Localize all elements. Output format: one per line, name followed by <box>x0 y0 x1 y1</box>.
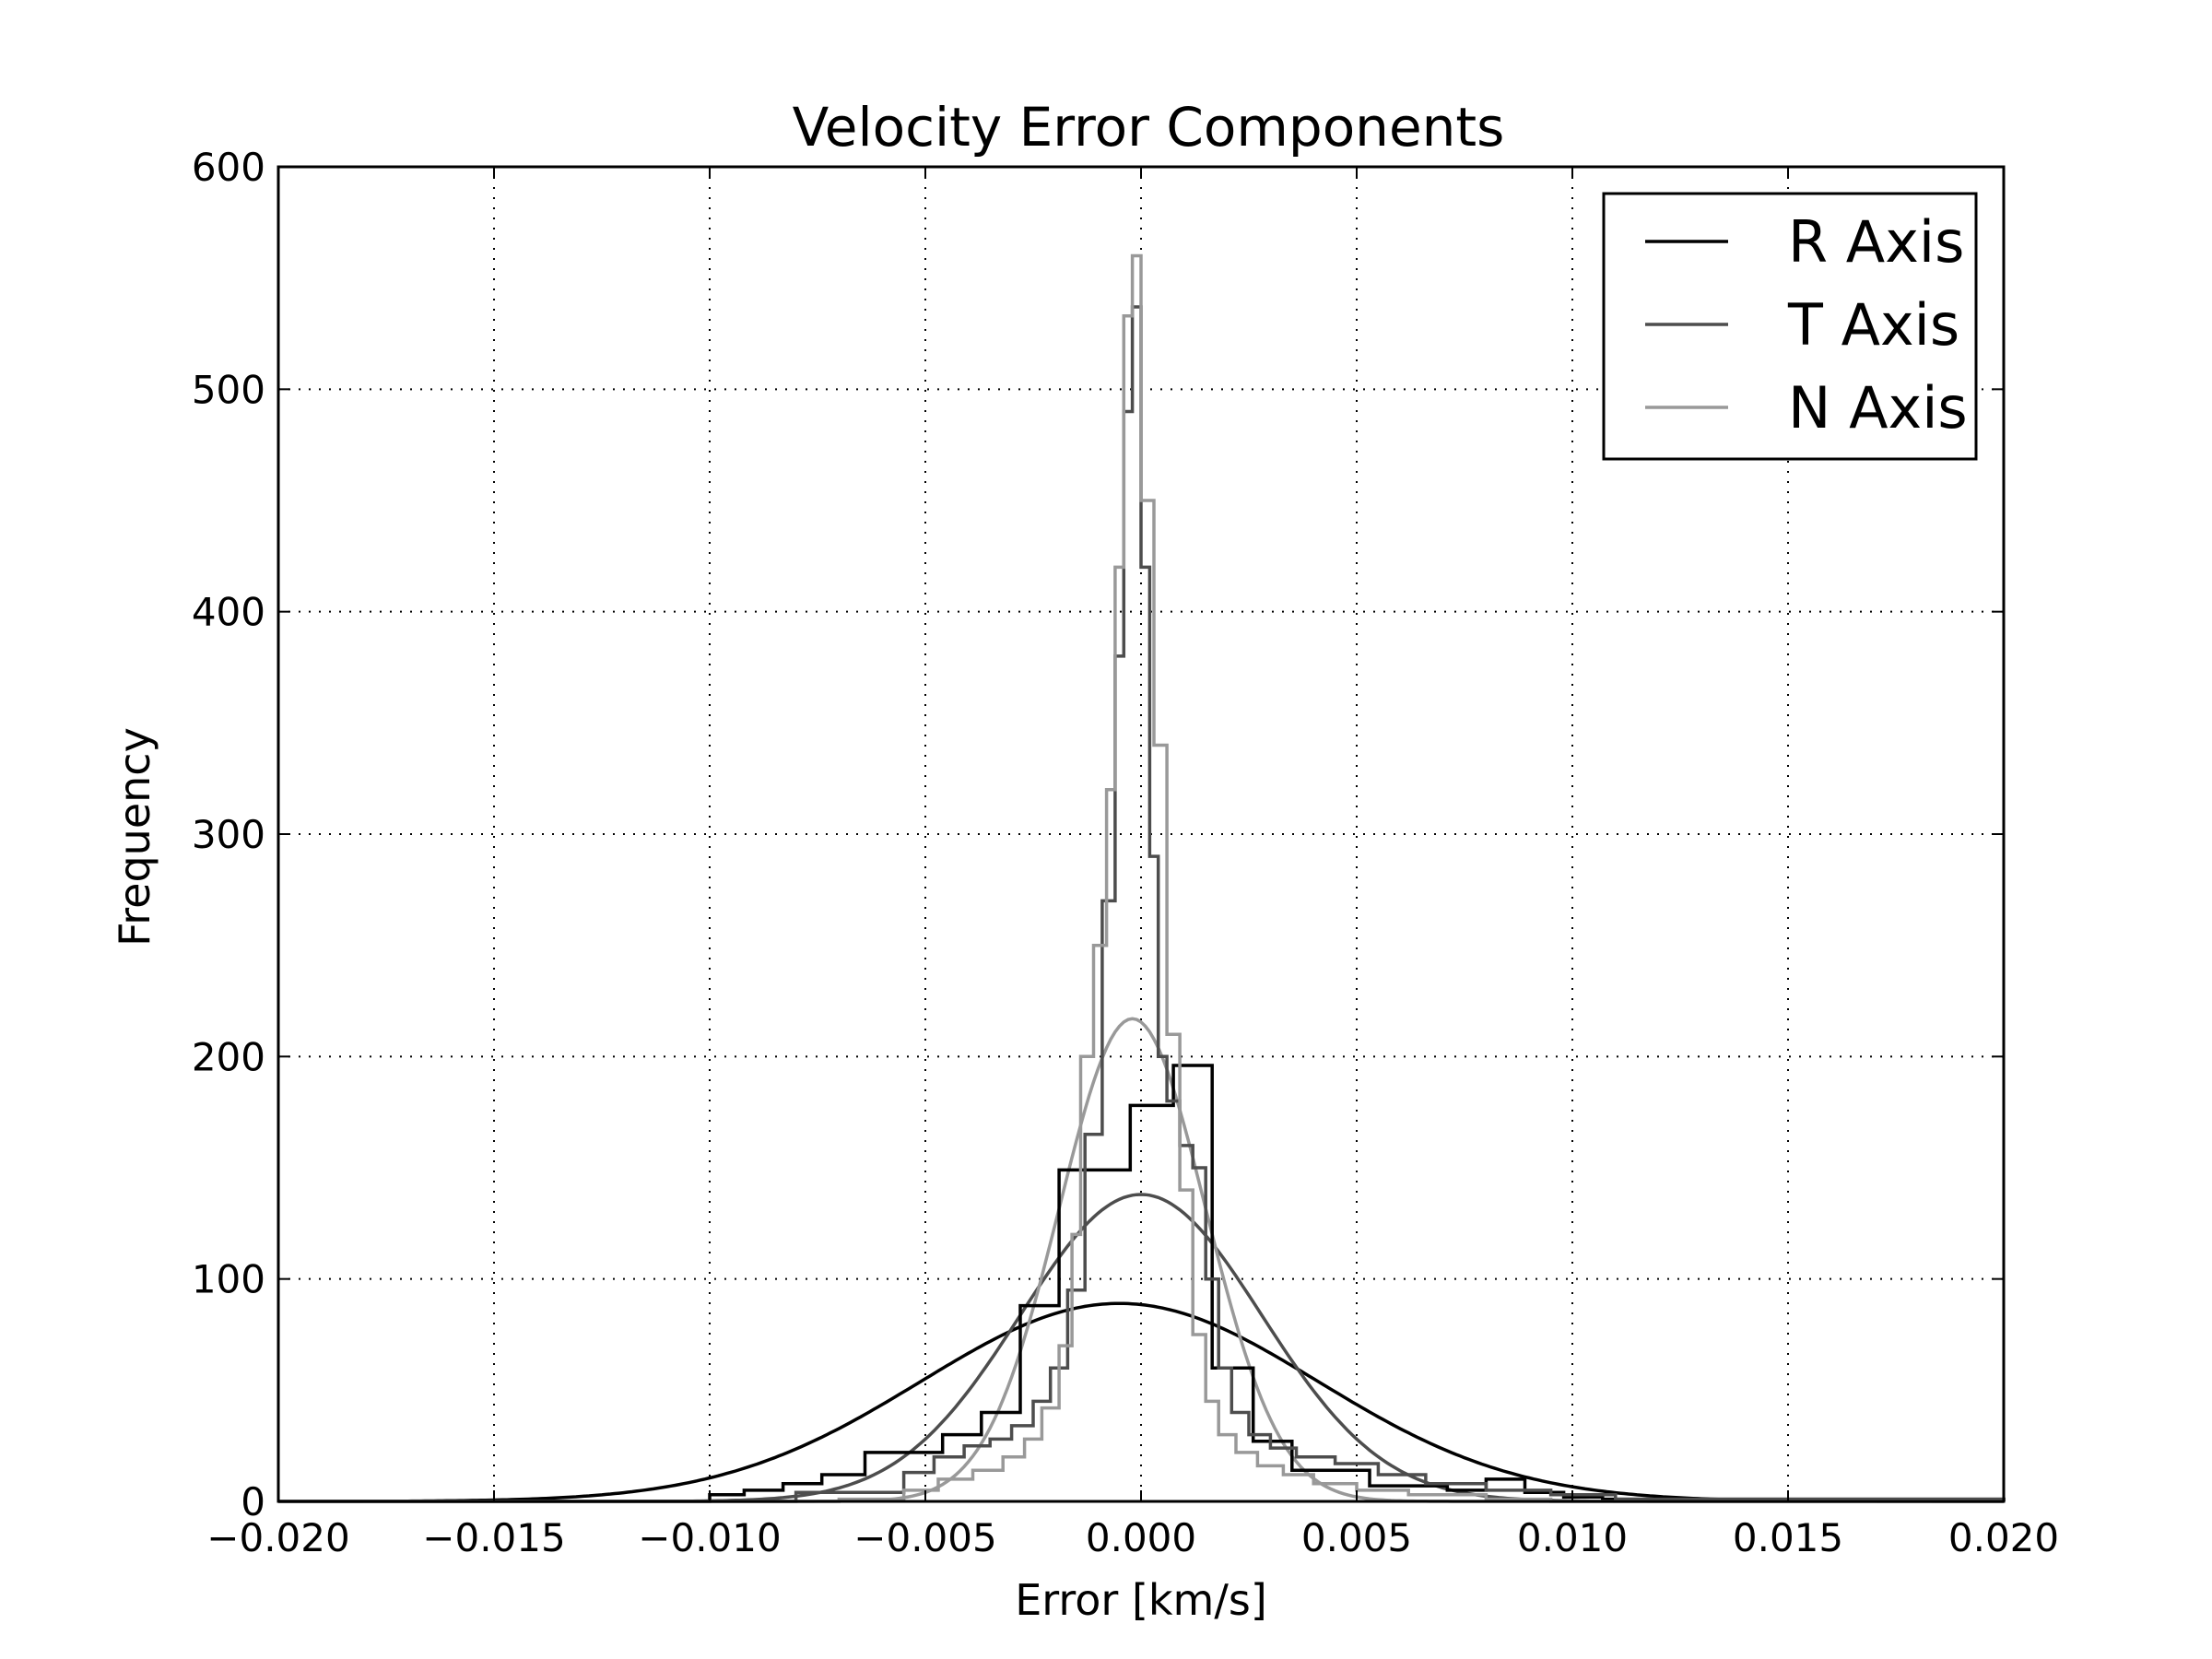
x-tick-label: −0.015 <box>422 1515 565 1560</box>
histograms <box>278 253 2006 1503</box>
y-tick-label: 0 <box>241 1479 265 1524</box>
legend-label-t-axis: T Axis <box>1787 291 1959 359</box>
x-tick-label: 0.020 <box>1948 1515 2059 1560</box>
t-axis-histogram <box>278 305 2006 1503</box>
y-tick-label: 600 <box>192 145 265 190</box>
y-tick-label: 300 <box>192 812 265 857</box>
x-tick-label: 0.000 <box>1086 1515 1196 1560</box>
n-axis-histogram <box>278 253 2004 1503</box>
r-axis-histogram <box>278 1064 2006 1503</box>
plot-area <box>276 165 2006 1503</box>
x-tick-label: 0.005 <box>1301 1515 1412 1560</box>
x-tick-label: −0.020 <box>206 1515 349 1560</box>
y-tick-labels: 0 100 200 300 400 500 600 <box>192 145 265 1524</box>
y-tick-label: 100 <box>192 1257 265 1302</box>
x-tick-label: 0.015 <box>1733 1515 1843 1560</box>
axis-ticks <box>277 166 2005 1502</box>
chart-title: Velocity Error Components <box>793 96 1505 159</box>
legend-box <box>1602 192 1978 461</box>
y-axis-label: Frequency <box>110 727 159 947</box>
y-tick-label: 500 <box>192 367 265 412</box>
x-tick-label: −0.010 <box>638 1515 781 1560</box>
y-tick-label: 400 <box>192 590 265 635</box>
legend-label-n-axis: N Axis <box>1788 374 1968 441</box>
x-tick-labels: −0.020 −0.015 −0.010 −0.005 0.000 0.005 0.010 0… <box>206 1515 2059 1560</box>
x-axis-label: Error [km/s] <box>1015 1575 1267 1625</box>
y-tick-label: 200 <box>192 1034 265 1079</box>
legend-label-r-axis: R Axis <box>1788 208 1964 276</box>
legend: R Axis T Axis N Axis <box>1602 192 1978 461</box>
x-tick-label: 0.010 <box>1517 1515 1628 1560</box>
x-tick-label: −0.005 <box>853 1515 996 1560</box>
